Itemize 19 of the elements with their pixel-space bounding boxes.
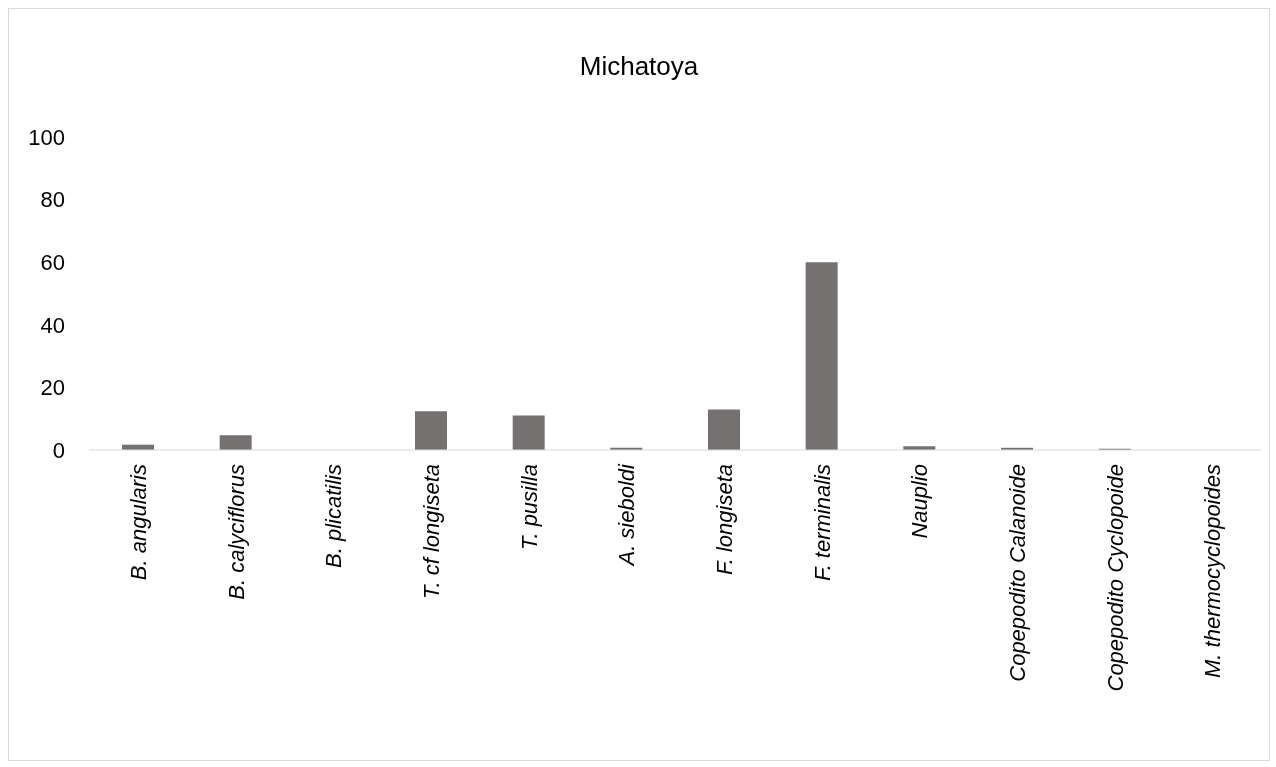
- x-tick-label: B. plicatilis: [321, 464, 347, 568]
- x-tick-label: T. cf longiseta: [418, 464, 444, 599]
- y-tick-label: 80: [40, 187, 65, 213]
- x-tick-label: A. sieboldi: [614, 462, 640, 568]
- x-tick-label: F. longiseta: [711, 464, 737, 575]
- x-tick-label: T. pusilla: [516, 464, 542, 551]
- chart-title: Michatoya: [578, 51, 700, 82]
- x-tick-label: Nauplio: [907, 464, 933, 539]
- y-tick-label: 0: [52, 437, 65, 463]
- y-tick-label: 20: [40, 375, 65, 401]
- x-tick-label: F. terminalis: [809, 464, 835, 581]
- x-tick-label: M. thermocyclopoides: [1200, 464, 1226, 678]
- x-tick-label: Copepodito Cyclopoide: [1102, 464, 1128, 692]
- x-tick-label: Copepodito Calanoide: [1004, 464, 1030, 682]
- x-tick-label: B. angularis: [125, 464, 151, 581]
- y-tick-label: 60: [40, 250, 65, 276]
- y-tick-label: 40: [40, 312, 65, 338]
- x-tick-label: B. calyciflorus: [223, 464, 249, 600]
- y-tick-label: 100: [28, 124, 65, 150]
